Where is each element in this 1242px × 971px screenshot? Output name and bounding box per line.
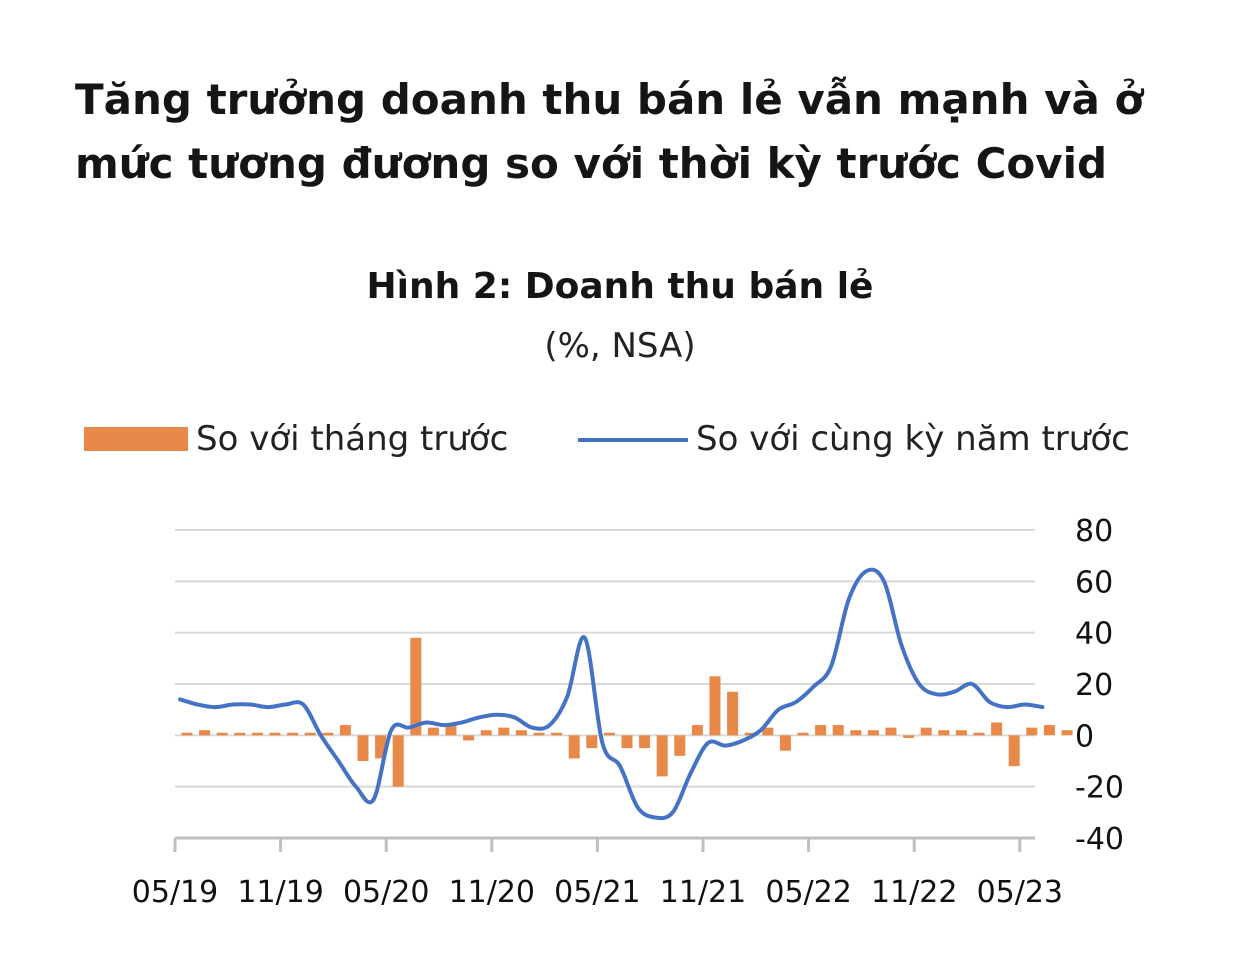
x-tick-label: 11/20 <box>449 875 535 910</box>
bar <box>533 732 545 736</box>
bar <box>375 735 387 759</box>
bar <box>938 730 950 736</box>
line-series <box>178 567 1045 821</box>
y-tick-label: 0 <box>1075 719 1094 754</box>
x-tick-label: 05/21 <box>554 875 640 910</box>
bar <box>762 727 774 736</box>
headline: Tăng trưởng doanh thu bán lẻ vẫn mạnh và… <box>75 75 1144 188</box>
bar <box>1026 727 1038 736</box>
bar <box>621 735 633 749</box>
bar <box>991 722 1003 736</box>
y-tick-label: 80 <box>1075 514 1113 549</box>
bar <box>674 735 686 756</box>
chart-subtitle: (%, NSA) <box>544 326 696 366</box>
x-tick-label: 11/22 <box>871 875 957 910</box>
bar <box>392 735 404 787</box>
x-axis: 05/19 11/19 05/20 11/20 05/21 11/21 05/22 11/22… <box>132 836 1063 910</box>
legend-label-bar: So với tháng trước <box>196 419 508 459</box>
bar <box>199 730 211 736</box>
bar <box>744 732 756 736</box>
y-tick-label: 20 <box>1075 668 1113 703</box>
y-tick-label: 60 <box>1075 565 1113 600</box>
yoy-line <box>178 567 1045 821</box>
bar <box>779 735 791 751</box>
bar <box>603 732 615 736</box>
bar <box>427 727 439 736</box>
y-axis-tick-labels: 80 60 40 20 0 -20 -40 <box>1075 514 1124 857</box>
bar <box>322 732 334 736</box>
bar <box>709 676 721 736</box>
bar <box>727 691 739 736</box>
bar <box>656 735 668 777</box>
bar <box>551 732 563 736</box>
bar <box>903 735 915 738</box>
bar <box>216 732 228 736</box>
bar <box>1061 730 1073 736</box>
bar <box>304 732 316 736</box>
bar <box>515 730 527 736</box>
x-tick-label: 05/20 <box>343 875 429 910</box>
x-tick-label: 05/19 <box>132 875 218 910</box>
x-tick-label: 05/23 <box>977 875 1063 910</box>
legend: So với tháng trước So với cùng kỳ năm tr… <box>84 419 1130 459</box>
x-tick-label: 05/22 <box>765 875 851 910</box>
bar <box>691 725 703 736</box>
bar <box>410 637 422 736</box>
bar <box>568 735 580 759</box>
bar <box>287 732 299 736</box>
y-tick-label: -20 <box>1075 771 1124 806</box>
y-tick-label: 40 <box>1075 617 1113 652</box>
bar-series <box>181 637 1073 787</box>
bar <box>815 725 827 736</box>
bar <box>867 730 879 736</box>
bar <box>586 735 598 749</box>
bar <box>850 730 862 736</box>
bar <box>639 735 651 749</box>
legend-label-line: So với cùng kỳ năm trước <box>696 419 1130 459</box>
bar <box>955 730 967 736</box>
bar <box>1008 735 1020 767</box>
bar <box>1043 725 1055 736</box>
bar <box>480 730 492 736</box>
bar <box>797 732 809 736</box>
y-tick-label: -40 <box>1075 822 1124 857</box>
bar <box>832 725 844 736</box>
bar <box>498 727 510 736</box>
x-tick-label: 11/19 <box>237 875 323 910</box>
bar <box>339 725 351 736</box>
bar <box>920 727 932 736</box>
bar <box>973 732 985 736</box>
x-tick-label: 11/21 <box>660 875 746 910</box>
bar <box>463 735 475 741</box>
bar <box>885 727 897 736</box>
chart-title: Hình 2: Doanh thu bán lẻ <box>366 266 874 307</box>
bar <box>445 725 457 736</box>
bar <box>357 735 369 761</box>
bar <box>181 732 193 736</box>
legend-swatch-bar <box>84 427 188 451</box>
bar <box>269 732 281 736</box>
bar <box>234 732 246 736</box>
bar <box>251 732 263 736</box>
